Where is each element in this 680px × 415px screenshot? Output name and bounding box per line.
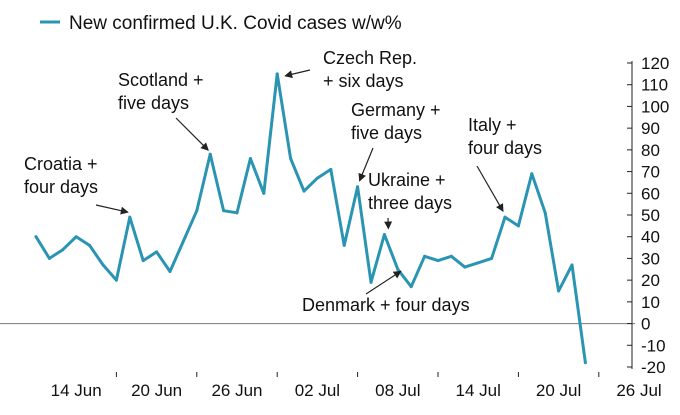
x-tick-label: 14 Jun	[51, 381, 102, 400]
data-point	[34, 235, 38, 239]
data-point	[530, 172, 534, 176]
annotation-arrow	[358, 147, 374, 182]
data-point	[423, 254, 427, 258]
data-point	[74, 235, 78, 239]
data-point	[262, 191, 266, 195]
data-point	[315, 176, 319, 180]
annotation-label: Germany +	[351, 100, 441, 120]
y-tick-label: 0	[641, 315, 650, 334]
data-point	[195, 209, 199, 213]
data-point	[61, 248, 65, 252]
y-tick-label: -10	[641, 336, 666, 355]
data-point	[141, 259, 145, 263]
annotation-label: Croatia +	[24, 154, 98, 174]
x-tick-label: 20 Jun	[131, 381, 182, 400]
data-point	[248, 157, 252, 161]
annotation-label: Scotland +	[118, 70, 204, 90]
y-tick-label: 80	[641, 141, 660, 160]
data-point	[114, 278, 118, 282]
x-axis: 14 Jun 20 Jun 26 Jun 02 Jul 08 Jul 14 Jul 20 J…	[51, 372, 662, 400]
series-line	[34, 72, 587, 365]
data-point	[222, 209, 226, 213]
data-point	[490, 256, 494, 260]
x-tick-label: 14 Jul	[456, 381, 501, 400]
annotation-label: Czech Rep.	[323, 48, 417, 68]
data-point	[369, 280, 373, 284]
data-point	[155, 250, 159, 254]
data-point	[543, 211, 547, 215]
annotation-label: Denmark + four days	[302, 295, 470, 315]
data-point	[101, 263, 105, 267]
x-tick-label: 20 Jul	[536, 381, 581, 400]
y-tick-label: 120	[641, 54, 669, 73]
data-point	[181, 239, 185, 243]
annotation-label: Italy +	[468, 115, 517, 135]
annotation-label: + six days	[323, 71, 404, 91]
annotation-arrow	[95, 204, 129, 215]
y-tick-label: 50	[641, 206, 660, 225]
y-tick-label: 70	[641, 163, 660, 182]
data-point	[302, 189, 306, 193]
annotation-arrow	[365, 270, 402, 295]
y-tick-label: 30	[641, 249, 660, 268]
annotation-label: five days	[351, 123, 422, 143]
data-point	[275, 72, 279, 76]
annotation-arrow	[476, 165, 504, 213]
y-tick-label: 60	[641, 184, 660, 203]
annotation-label: five days	[118, 93, 189, 113]
x-tick-label: 26 Jun	[211, 381, 262, 400]
data-point	[235, 211, 239, 215]
y-tick-label: 10	[641, 293, 660, 312]
y-tick-label: 100	[641, 97, 669, 116]
data-point	[463, 265, 467, 269]
data-point	[396, 267, 400, 271]
data-point	[409, 285, 413, 289]
data-point	[449, 254, 453, 258]
x-tick-label: 02 Jul	[295, 381, 340, 400]
data-point	[342, 243, 346, 247]
data-point	[208, 152, 212, 156]
data-point	[557, 289, 561, 293]
y-tick-label: 40	[641, 228, 660, 247]
y-tick-label: -20	[641, 358, 666, 377]
data-point	[356, 185, 360, 189]
data-point	[476, 261, 480, 265]
x-tick-label: 26 Jul	[616, 381, 661, 400]
legend-label: New confirmed U.K. Covid cases w/w%	[69, 13, 402, 34]
annotation-arrow	[284, 69, 311, 79]
data-point	[583, 361, 587, 365]
data-point	[570, 263, 574, 267]
data-point	[88, 243, 92, 247]
annotation-arrow	[175, 117, 209, 151]
annotation-label: three days	[368, 193, 452, 213]
y-tick-label: 90	[641, 119, 660, 138]
y-axis: -20 -10 0 10 20 30 40 50 60 70 80 90 100 110 120	[627, 54, 669, 377]
annotation-label: four days	[468, 138, 542, 158]
data-point	[516, 224, 520, 228]
x-tick-label: 08 Jul	[375, 381, 420, 400]
data-point	[329, 167, 333, 171]
data-point	[503, 215, 507, 219]
data-point	[128, 215, 132, 219]
annotation-label: Ukraine +	[368, 170, 446, 190]
data-point	[382, 233, 386, 237]
annotation-label: four days	[24, 177, 98, 197]
series-group	[34, 72, 587, 365]
annotations: Croatia + four days Scotland + five days Cze…	[24, 48, 542, 315]
data-point	[289, 157, 293, 161]
y-tick-label: 110	[641, 76, 668, 95]
data-point	[47, 256, 51, 260]
data-point	[436, 259, 440, 263]
y-tick-label: 20	[641, 271, 660, 290]
data-point	[168, 269, 172, 273]
